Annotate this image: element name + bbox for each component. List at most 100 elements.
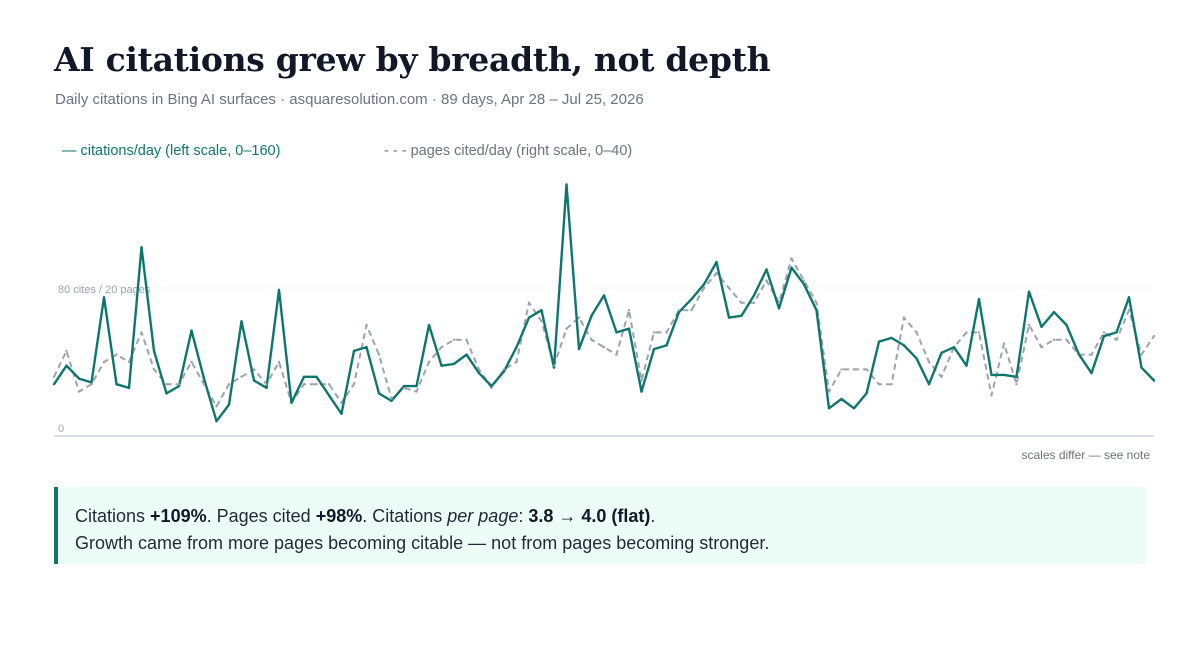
citations-point-60 [802, 283, 806, 286]
citations-point-72 [952, 346, 956, 349]
pages-cited-point-84 [1102, 331, 1106, 334]
citations-point-35 [490, 384, 493, 388]
pages-cited-point-30 [427, 360, 431, 364]
y-tick-label-mid: 80 cites / 20 pages [58, 284, 151, 296]
pages-cited-point-0 [52, 375, 56, 378]
citations-point-24 [352, 349, 356, 353]
citations-point-70 [927, 383, 931, 386]
pages-cited-point-64 [852, 368, 856, 371]
pages-cited-point-26 [377, 353, 381, 356]
chart-title: AI citations grew by breadth, not depth [54, 40, 771, 79]
pages-cited-point-39 [540, 320, 543, 323]
citations-point-69 [915, 357, 918, 360]
pages-cited-point-70 [927, 360, 931, 364]
callout-text: . Pages cited [206, 506, 316, 526]
pages-cited-point-34 [477, 368, 481, 371]
citations-point-14 [227, 403, 231, 406]
pages-cited-point-2 [77, 390, 81, 393]
citations-point-37 [515, 346, 518, 349]
chart-subtitle: Daily citations in Bing AI surfaces · as… [55, 91, 644, 108]
citations-point-48 [652, 347, 656, 351]
pages-cited-point-3 [90, 383, 93, 386]
pages-cited-point-57 [765, 279, 768, 282]
citations-point-44 [602, 294, 606, 297]
pages-cited-point-71 [940, 375, 943, 378]
pages-cited-point-18 [277, 360, 281, 364]
pages-cited-point-63 [840, 368, 843, 371]
citations-point-17 [265, 386, 268, 390]
citations-point-19 [290, 401, 293, 404]
pages-cited-point-25 [365, 323, 368, 327]
citations-point-53 [715, 260, 718, 264]
pages-cited-point-67 [890, 383, 893, 386]
citations-point-88 [1152, 379, 1156, 382]
pages-cited-point-36 [502, 368, 506, 371]
citations-point-2 [77, 377, 81, 380]
citations-point-33 [465, 353, 468, 356]
pages-cited-point-43 [590, 338, 593, 341]
citations-point-29 [415, 384, 418, 388]
citations-point-54 [727, 316, 731, 319]
citations-point-58 [777, 307, 781, 310]
citations-point-42 [577, 347, 581, 351]
scale-note: scales differ — see note [1021, 448, 1150, 462]
pages-cited-point-17 [265, 383, 268, 386]
pages-cited-point-7 [140, 331, 143, 334]
citations-point-85 [1115, 331, 1118, 334]
pages-cited-point-14 [227, 383, 231, 386]
pages-cited-point-54 [727, 286, 731, 290]
citations-point-31 [440, 364, 443, 367]
callout-text: . [650, 506, 656, 526]
pages-cited-point-4 [102, 360, 106, 364]
citations-point-52 [702, 283, 706, 286]
citations-growth-value: +109% [150, 506, 207, 526]
pages-cited-point-35 [490, 386, 493, 390]
citations-point-49 [665, 344, 668, 347]
callout-text: . Citations [362, 506, 448, 526]
legend-citations: — citations/day (left scale, 0–160) [62, 143, 281, 159]
citations-point-64 [852, 407, 856, 410]
citations-point-10 [177, 384, 181, 388]
pages-cited-point-33 [465, 338, 468, 341]
citations-point-59 [790, 266, 793, 269]
pages-cited-point-65 [865, 368, 868, 371]
insight-callout: Citations +109%. Pages cited +98%. Citat… [54, 487, 1146, 564]
pages-cited-point-5 [115, 353, 118, 356]
callout-text: : [518, 506, 529, 526]
pages-cited-point-50 [677, 309, 681, 312]
pages-growth-value: +98% [315, 506, 363, 526]
pages-cited-point-42 [577, 316, 581, 319]
citations-point-67 [890, 336, 893, 340]
citations-point-61 [815, 309, 818, 312]
citations-point-25 [365, 346, 368, 349]
pages-cited-point-75 [990, 394, 993, 397]
pages-cited-point-46 [627, 309, 631, 312]
citations-point-65 [865, 392, 868, 395]
citations-point-87 [1140, 366, 1143, 369]
pages-cited-point-74 [977, 331, 981, 334]
citations-point-68 [902, 344, 906, 347]
pages-cited-point-58 [777, 301, 781, 304]
citations-point-22 [327, 394, 331, 397]
pages-cited-point-88 [1152, 334, 1156, 338]
citations-point-20 [302, 375, 306, 378]
pages-cited-point-81 [1065, 338, 1068, 341]
pages-cited-point-60 [802, 279, 806, 282]
citations-point-9 [165, 392, 168, 395]
pages-cited-point-85 [1115, 338, 1118, 341]
citations-point-76 [1002, 373, 1006, 377]
citations-point-79 [1040, 325, 1043, 329]
citations-point-40 [552, 366, 556, 369]
pages-cited-point-68 [902, 316, 906, 319]
citations-point-83 [1090, 371, 1093, 375]
citations-point-71 [940, 351, 943, 354]
citations-point-51 [690, 297, 693, 301]
pages-cited-point-38 [527, 301, 531, 304]
citations-point-80 [1052, 310, 1056, 314]
pages-cited-point-61 [815, 301, 818, 304]
pages-cited-point-56 [752, 301, 756, 304]
citations-point-82 [1077, 353, 1081, 356]
citations-point-39 [540, 309, 543, 312]
citations-point-26 [377, 392, 381, 395]
citations-point-21 [315, 375, 318, 378]
